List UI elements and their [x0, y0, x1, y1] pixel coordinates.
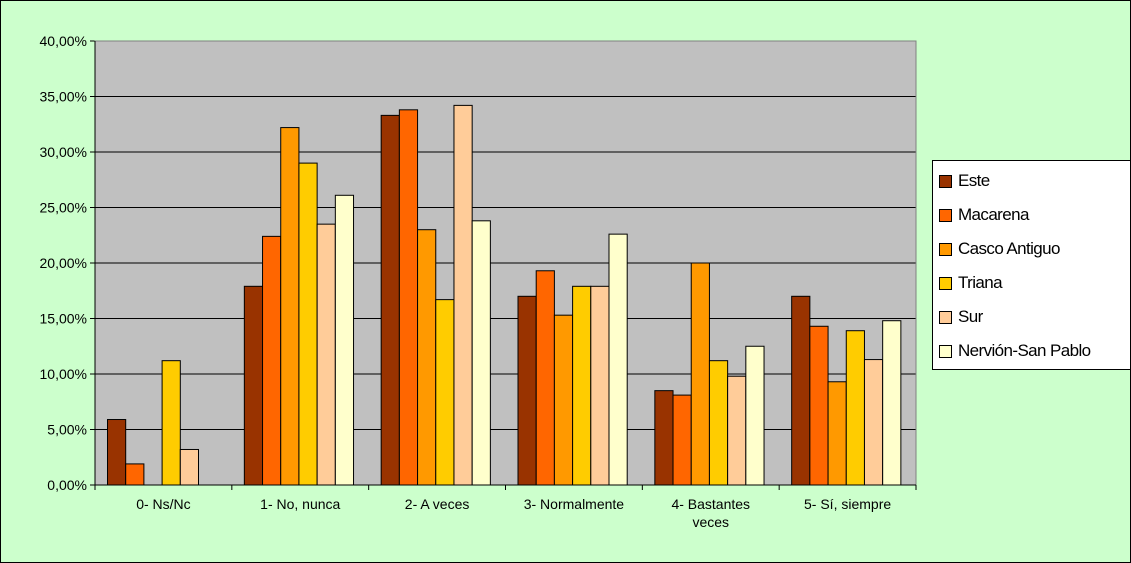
legend-item: Este: [939, 170, 990, 192]
bar: [435, 299, 455, 486]
legend-swatch: [939, 174, 952, 188]
legend-label: Nervión-San Pablo: [958, 341, 1091, 360]
x-tick-label: 0- Ns/Nc: [136, 496, 190, 512]
legend-label: Este: [958, 171, 990, 190]
x-tick-label: 4- Bastantes veces: [671, 496, 750, 530]
legend-label: Casco Antiguo: [958, 239, 1060, 258]
legend-swatch: [939, 276, 952, 290]
legend-label: Macarena: [958, 205, 1029, 224]
bar: [827, 381, 847, 486]
bar: [107, 419, 127, 486]
x-tick-label: 2- A veces: [405, 496, 470, 512]
bar: [845, 330, 865, 486]
bar: [690, 262, 710, 486]
bar: [654, 390, 674, 486]
bar: [672, 394, 692, 486]
legend-label: Sur: [958, 307, 983, 326]
y-tick-label: 10,00%: [40, 366, 87, 382]
x-tick-label: 5- Sí, siempre: [804, 496, 891, 512]
bar: [398, 109, 419, 486]
bar: [791, 295, 811, 486]
legend-item: Macarena: [939, 204, 1029, 226]
y-tick-label: 40,00%: [40, 33, 87, 49]
y-tick-label: 5,00%: [47, 422, 87, 438]
bar: [471, 220, 491, 486]
bar: [280, 127, 300, 486]
legend-label: Triana: [958, 273, 1003, 292]
bar: [553, 314, 574, 486]
bar: [590, 285, 610, 486]
legend-item: Sur: [939, 306, 983, 328]
legend-swatch: [939, 310, 952, 324]
bar: [608, 233, 628, 486]
bar: [863, 359, 884, 486]
bar: [745, 345, 765, 486]
bar: [727, 375, 747, 486]
bar: [809, 325, 829, 486]
bar: [125, 463, 145, 486]
legend-swatch: [939, 344, 952, 358]
bar: [380, 114, 400, 486]
y-tick-label: 15,00%: [40, 311, 87, 327]
chart-legend: Este Macarena Casco Antiguo Triana Sur Nervió…: [932, 160, 1131, 370]
y-tick-label: 25,00%: [40, 200, 87, 216]
bar: [179, 448, 200, 486]
bar: [316, 223, 336, 486]
legend-swatch: [939, 242, 952, 256]
legend-item: Triana: [939, 272, 1003, 294]
bar: [298, 162, 318, 486]
y-tick-label: 35,00%: [40, 89, 87, 105]
bar: [161, 360, 181, 486]
bar: [517, 295, 537, 486]
y-tick-label: 30,00%: [40, 144, 87, 160]
x-tick-label: 3- Normalmente: [524, 496, 625, 512]
bar: [243, 285, 264, 486]
legend-swatch: [939, 208, 952, 222]
x-tick-label: 1- No, nunca: [260, 496, 340, 512]
bar: [708, 360, 729, 486]
bar: [334, 194, 355, 486]
bar: [262, 235, 282, 486]
legend-item: Casco Antiguo: [939, 238, 1060, 260]
y-tick-label: 20,00%: [40, 255, 87, 271]
bar: [572, 285, 592, 486]
bar: [882, 320, 902, 486]
bar: [535, 270, 555, 486]
legend-item: Nervión-San Pablo: [939, 340, 1091, 362]
bar: [453, 104, 473, 486]
y-tick-label: 0,00%: [47, 477, 87, 493]
bar: [417, 229, 437, 486]
